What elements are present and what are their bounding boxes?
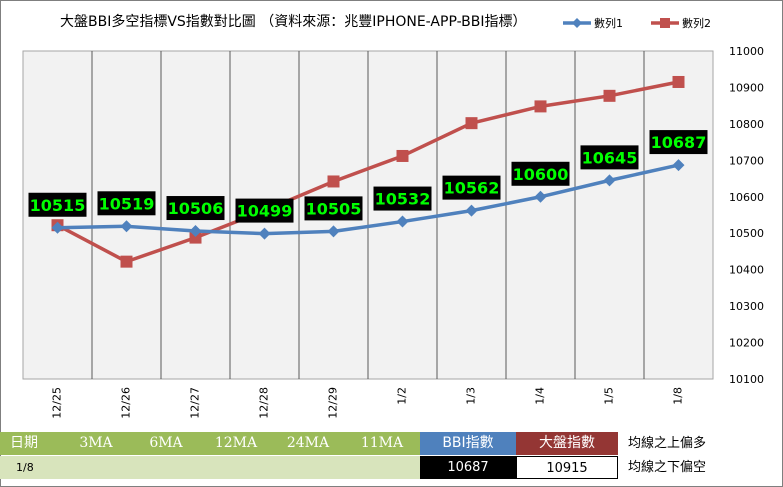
note-below: 均線之下偏空 xyxy=(628,460,707,475)
data-label: 10519 xyxy=(97,191,156,216)
line-chart: 大盤BBI多空指標VS指數對比圖 （資料來源：兆豐IPHONE-APP-BBI指… xyxy=(22,13,764,419)
series-2-point xyxy=(672,75,685,88)
series-1-point xyxy=(603,174,616,187)
y-tick-label: 10500 xyxy=(729,227,764,240)
data-label-box xyxy=(235,198,294,223)
x-tick-label: 12/26 xyxy=(120,387,133,419)
x-tick-label: 1/8 xyxy=(672,387,685,405)
date-header: 日期 xyxy=(0,432,60,455)
data-label-box xyxy=(304,196,363,221)
data-label-box xyxy=(511,161,570,186)
series-1-point xyxy=(51,221,64,234)
date-value: 1/8 xyxy=(0,456,420,479)
data-labels: 10515 10519 10506 10499 10505 10532 10562 10600… xyxy=(28,130,708,223)
series-1-point xyxy=(120,220,133,233)
legend-marker xyxy=(660,18,670,28)
y-tick-label: 10100 xyxy=(729,373,764,386)
data-label-text: 10532 xyxy=(375,190,431,209)
table-data-row: 1/8 10687 10915 均線之下偏空 xyxy=(0,456,783,479)
ma24-header: 24MA xyxy=(272,432,344,455)
series-2-point xyxy=(396,149,409,162)
y-tick-label: 10900 xyxy=(729,81,764,94)
summary-table: 日期 3MA 6MA 12MA 24MA 11MA BBI指數 大盤指數 均線之… xyxy=(0,432,783,487)
data-label-text: 10562 xyxy=(444,179,500,198)
data-label-box xyxy=(442,175,501,200)
y-tick-label: 10300 xyxy=(729,300,764,313)
y-tick-label: 10400 xyxy=(729,264,764,277)
x-tick-label: 12/25 xyxy=(51,387,64,419)
series-2-point xyxy=(189,231,202,244)
note-above: 均線之上偏多 xyxy=(628,436,707,451)
data-label-text: 10506 xyxy=(168,199,224,218)
x-tick-label: 12/29 xyxy=(327,387,340,419)
y-tick-label: 10600 xyxy=(729,191,764,204)
y-tick-label: 10800 xyxy=(729,118,764,131)
chart-title: 大盤BBI多空指標VS指數對比圖 （資料來源：兆豐IPHONE-APP-BBI指… xyxy=(60,13,526,30)
y-tick-label: 11000 xyxy=(729,45,764,58)
series-1-point xyxy=(465,204,478,217)
series-1-point xyxy=(258,227,271,240)
data-label-text: 10687 xyxy=(651,133,707,152)
data-label-box xyxy=(373,186,432,211)
series-1-point xyxy=(327,225,340,238)
y-tick-label: 10700 xyxy=(729,154,764,167)
x-tick-label: 1/3 xyxy=(465,387,478,405)
data-label: 10506 xyxy=(166,196,225,221)
series-2-point xyxy=(534,100,547,113)
series-1-point xyxy=(396,215,409,228)
data-label: 10505 xyxy=(304,196,363,221)
legend-marker xyxy=(572,18,582,28)
series-2-point xyxy=(603,89,616,102)
series-1-point xyxy=(189,225,202,238)
legend-label: 數列1 xyxy=(594,16,623,30)
x-tick-label: 1/4 xyxy=(534,387,547,405)
data-label: 10645 xyxy=(580,145,639,170)
series-2-point xyxy=(327,175,340,188)
x-tick-label: 12/28 xyxy=(258,387,271,419)
data-label-text: 10505 xyxy=(306,199,362,218)
series-1-point xyxy=(534,190,547,203)
data-label: 10499 xyxy=(235,198,294,223)
data-label: 10515 xyxy=(28,192,87,217)
ma6-header: 6MA xyxy=(132,432,200,455)
index-header: 大盤指數 xyxy=(516,432,618,455)
ma3-header: 3MA xyxy=(60,432,132,455)
x-tick-label: 1/5 xyxy=(603,387,616,405)
ma11-header: 11MA xyxy=(344,432,420,455)
data-label-box xyxy=(580,145,639,170)
series-line-2 xyxy=(56,80,679,264)
x-axis: 12/25 12/26 12/27 12/28 12/29 1/2 1/3 1/4 1/5 1/8 xyxy=(51,387,685,419)
bbi-header: BBI指數 xyxy=(420,432,516,455)
series-2-point xyxy=(120,255,133,268)
y-axis: 10100 10200 10300 10400 10500 10600 10700 10800… xyxy=(729,45,764,386)
series-1-point xyxy=(672,159,685,172)
data-label: 10687 xyxy=(649,130,708,155)
data-label-box xyxy=(166,196,225,221)
data-label-text: 10600 xyxy=(513,165,569,184)
x-tick-label: 12/27 xyxy=(189,387,202,419)
legend-label: 數列2 xyxy=(682,16,711,30)
bbi-value: 10687 xyxy=(420,456,516,479)
data-label: 10532 xyxy=(373,186,432,211)
data-label-text: 10519 xyxy=(99,194,155,213)
data-label: 10600 xyxy=(511,161,570,186)
data-label-text: 10515 xyxy=(30,196,86,215)
y-tick-label: 10200 xyxy=(729,337,764,350)
data-label-text: 10645 xyxy=(582,148,638,167)
data-label-text: 10499 xyxy=(237,202,293,221)
series-line-1 xyxy=(57,163,679,236)
data-label-box xyxy=(28,192,87,217)
data-label-box xyxy=(649,130,708,155)
ma12-header: 12MA xyxy=(200,432,272,455)
data-label-box xyxy=(97,191,156,216)
data-label: 10562 xyxy=(442,175,501,200)
index-value: 10915 xyxy=(516,456,618,479)
series-2-point xyxy=(465,117,478,130)
table-header-row: 日期 3MA 6MA 12MA 24MA 11MA BBI指數 大盤指數 均線之… xyxy=(0,432,783,455)
x-tick-label: 1/2 xyxy=(396,387,409,405)
chart-legend: 數列1 數列2 xyxy=(563,16,711,30)
